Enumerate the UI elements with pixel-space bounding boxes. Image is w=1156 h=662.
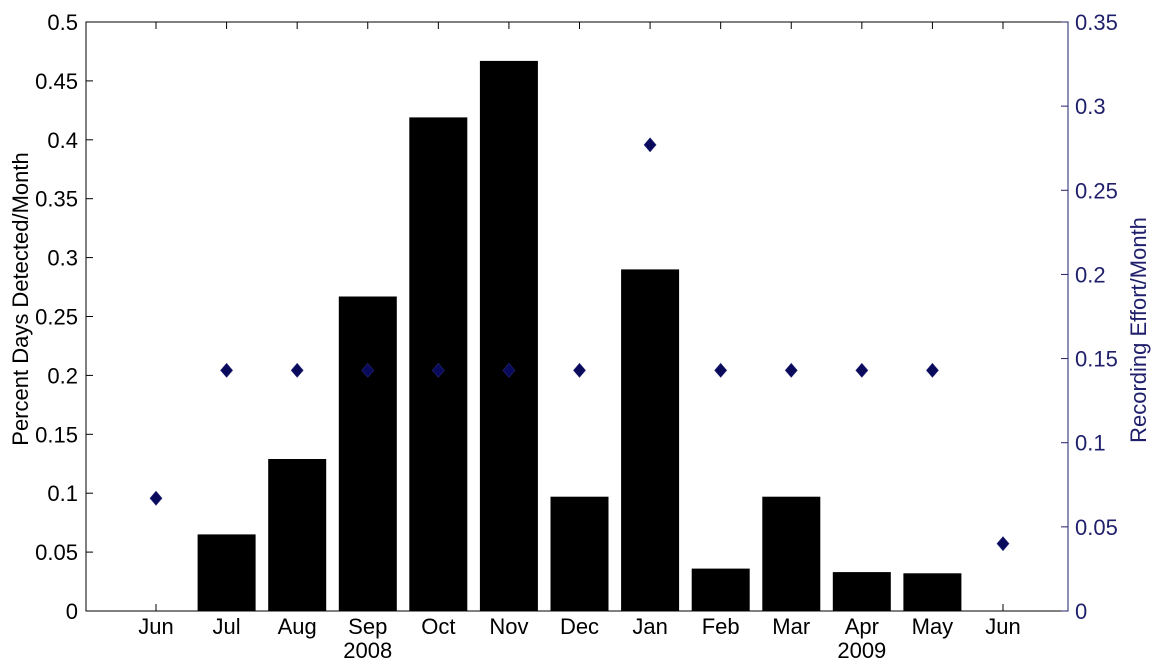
right-tick-label: 0.1 (1075, 431, 1106, 456)
right-tick-label: 0.15 (1075, 347, 1118, 372)
bar (691, 568, 750, 611)
y-axis-label-right: Recording Effort/Month (1126, 217, 1151, 443)
markers-layer (149, 137, 1010, 552)
bar (268, 459, 327, 611)
left-tick-label: 0.1 (47, 481, 78, 506)
right-tick-label: 0.35 (1075, 10, 1118, 35)
right-tick-label: 0 (1075, 599, 1087, 624)
x-tick-label: Jan (632, 614, 667, 639)
effort-marker (149, 490, 163, 506)
x-tick-label: Dec (560, 614, 599, 639)
bar (338, 296, 397, 611)
effort-marker (431, 362, 445, 378)
effort-marker (502, 362, 516, 378)
effort-marker (714, 362, 728, 378)
x-tick-label: Apr (845, 614, 879, 639)
left-tick-label: 0.3 (47, 246, 78, 271)
right-tick-label: 0.05 (1075, 515, 1118, 540)
right-tick-label: 0.2 (1075, 262, 1106, 287)
left-tick-label: 0.5 (47, 10, 78, 35)
effort-marker (855, 362, 869, 378)
bar (479, 60, 538, 611)
effort-marker (573, 362, 586, 378)
bar (197, 534, 256, 611)
left-tick-label: 0.2 (47, 363, 78, 388)
effort-marker (290, 362, 304, 378)
right-tick-label: 0.25 (1075, 178, 1118, 203)
right-axis: 0 0.05 0.1 0.15 0.2 0.25 0.3 0.35 (1061, 10, 1118, 624)
year-label: 2008 (343, 638, 392, 662)
x-tick-label: Jul (213, 614, 241, 639)
bar (550, 496, 609, 611)
y-axis-label-left: Percent Days Detected/Month (8, 152, 33, 445)
left-tick-label: 0.4 (47, 128, 78, 153)
left-tick-label: 0.05 (35, 540, 78, 565)
bar (762, 496, 821, 611)
x-tick-label: Nov (489, 614, 528, 639)
left-axis: 0 0.05 0.1 0.15 0.2 0.25 0.3 0.35 0.4 0.45 0.5 (35, 10, 93, 624)
x-tick-label: Sep (348, 614, 387, 639)
right-tick-label: 0.3 (1075, 94, 1106, 119)
x-tick-label: Mar (772, 614, 810, 639)
year-label: 2009 (837, 638, 886, 662)
x-tick-label: Oct (421, 614, 455, 639)
left-tick-label: 0.15 (35, 422, 78, 447)
x-tick-label: Aug (278, 614, 317, 639)
effort-marker (996, 536, 1010, 552)
bar (621, 269, 680, 611)
left-tick-label: 0 (66, 599, 78, 624)
x-tick-label: Jun (985, 614, 1020, 639)
effort-marker (784, 362, 798, 378)
x-axis: Jun Jul Aug Sep Oct Nov Dec Jan Feb Mar Apr May Jun 2… (138, 22, 1021, 662)
left-tick-label: 0.25 (35, 305, 78, 330)
x-tick-label: May (912, 614, 954, 639)
left-tick-label: 0.35 (35, 187, 78, 212)
effort-marker (220, 362, 233, 378)
x-tick-label: Feb (702, 614, 740, 639)
left-tick-label: 0.45 (35, 69, 78, 94)
x-tick-label: Jun (138, 614, 173, 639)
effort-marker (643, 137, 657, 153)
effort-marker (926, 362, 939, 378)
effort-marker (361, 362, 375, 378)
